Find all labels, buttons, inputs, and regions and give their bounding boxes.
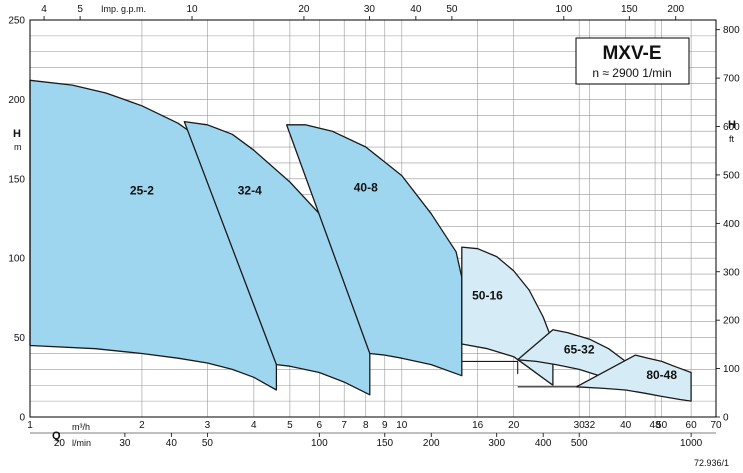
y-tick-m-100: 100 xyxy=(8,254,25,265)
x-tick-gpm-10: 10 xyxy=(186,4,198,15)
series-label-80-48: 80-48 xyxy=(646,368,677,382)
chart-subtitle: n ≈ 2900 1/min xyxy=(592,66,671,80)
x-tick-lmin-300: 300 xyxy=(488,438,505,449)
annotation-lines xyxy=(461,360,577,388)
x-tick-m3h-10: 10 xyxy=(396,420,408,431)
x-tick-m3h-32: 32 xyxy=(584,420,596,431)
y-tick-ft-200: 200 xyxy=(723,316,740,327)
y-axis-unit-right: ft xyxy=(729,134,735,144)
x-tick-m3h-9: 9 xyxy=(382,420,388,431)
x-tick-lmin-100: 100 xyxy=(311,438,328,449)
x-tick-gpm-5: 5 xyxy=(77,4,83,15)
x-tick-m3h-1: 1 xyxy=(27,420,33,431)
y-axis-title-right: H xyxy=(728,119,736,131)
x-tick-gpm-20: 20 xyxy=(298,4,310,15)
x-tick-gpm-4: 4 xyxy=(41,4,47,15)
x-tick-lmin-500: 500 xyxy=(571,438,588,449)
x-tick-m3h-50: 50 xyxy=(656,420,668,431)
x-tick-lmin-150: 150 xyxy=(376,438,393,449)
x-tick-lmin-40: 40 xyxy=(166,438,178,449)
x-tick-m3h-3: 3 xyxy=(205,420,211,431)
y-tick-m-250: 250 xyxy=(8,16,25,27)
y-tick-ft-600: 600 xyxy=(723,122,740,133)
y-tick-m-50: 50 xyxy=(14,333,26,344)
series-label-65-32: 65-32 xyxy=(564,342,595,356)
y-tick-m-0: 0 xyxy=(19,413,25,424)
area-50-16 xyxy=(461,246,554,386)
y-tick-ft-500: 500 xyxy=(723,170,740,181)
x-tick-lmin-50: 50 xyxy=(202,438,214,449)
series-label-25-2: 25-2 xyxy=(130,184,154,198)
plot-frame xyxy=(29,19,717,418)
x-tick-m3h-7: 7 xyxy=(341,420,347,431)
y-tick-ft-700: 700 xyxy=(723,74,740,85)
x-axis-unit-lmin: l/min xyxy=(72,438,91,448)
x-tick-m3h-70: 70 xyxy=(710,420,722,431)
x-tick-m3h-60: 60 xyxy=(686,420,698,431)
annotation-line-0 xyxy=(461,360,519,375)
y-tick-ft-300: 300 xyxy=(723,267,740,278)
y-tick-m-200: 200 xyxy=(8,95,25,106)
y-tick-ft-0: 0 xyxy=(723,413,729,424)
y-tick-ft-100: 100 xyxy=(723,364,740,375)
x-tick-lmin-30: 30 xyxy=(119,438,131,449)
x-tick-lmin-200: 200 xyxy=(423,438,440,449)
x-tick-lmin-1000: 1000 xyxy=(680,438,703,449)
x-axis-title: Q xyxy=(52,430,61,442)
chart-title: MXV-E xyxy=(602,43,661,64)
x-tick-m3h-48: 48 xyxy=(650,420,662,431)
pump-curve-areas xyxy=(29,79,692,402)
x-tick-m3h-6: 6 xyxy=(317,420,323,431)
y-tick-m-150: 150 xyxy=(8,174,25,185)
x-tick-m3h-4: 4 xyxy=(251,420,257,431)
x-tick-m3h-20: 20 xyxy=(508,420,520,431)
x-axis-unit-gpm: Imp. g.p.m. xyxy=(101,4,146,14)
x-tick-m3h-2: 2 xyxy=(139,420,145,431)
x-tick-gpm-150: 150 xyxy=(621,4,638,15)
x-tick-m3h-16: 16 xyxy=(472,420,484,431)
x-tick-gpm-40: 40 xyxy=(410,4,422,15)
x-tick-gpm-200: 200 xyxy=(667,4,684,15)
series-labels: 25-2 32-4 40-8 50-16 65-32 80-48 xyxy=(130,181,677,382)
x-tick-lmin-400: 400 xyxy=(535,438,552,449)
y-axis-title-left: H xyxy=(13,128,21,140)
x-tick-m3h-40: 40 xyxy=(620,420,632,431)
x-axis-unit-m3h: m³/h xyxy=(72,422,90,432)
x-tick-gpm-50: 50 xyxy=(446,4,458,15)
title-box-frame xyxy=(575,37,690,85)
y-tick-ft-800: 800 xyxy=(723,25,740,36)
x-tick-gpm-30: 30 xyxy=(364,4,376,15)
x-tick-lmin-20: 20 xyxy=(54,438,66,449)
series-label-50-16: 50-16 xyxy=(472,288,503,302)
area-80-48 xyxy=(575,354,692,402)
x-tick-gpm-100: 100 xyxy=(555,4,572,15)
series-label-40-8: 40-8 xyxy=(354,181,378,195)
footnote-code: 72.936/1 xyxy=(694,458,729,468)
x-tick-m3h-8: 8 xyxy=(363,420,369,431)
y-axis-unit-left: m xyxy=(14,142,22,152)
area-40-8 xyxy=(285,124,463,377)
series-label-32-4: 32-4 xyxy=(238,184,262,198)
y-tick-ft-400: 400 xyxy=(723,219,740,230)
x-tick-m3h-5: 5 xyxy=(287,420,293,431)
title-box: MXV-E n ≈ 2900 1/min xyxy=(575,37,690,85)
x-tick-m3h-30: 30 xyxy=(574,420,586,431)
